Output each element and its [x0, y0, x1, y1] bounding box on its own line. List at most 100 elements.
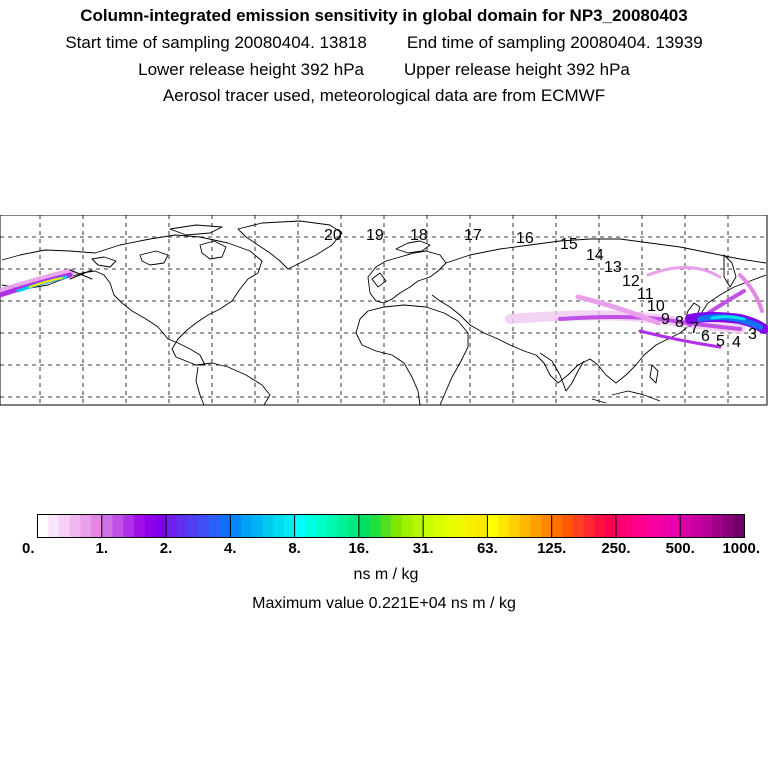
colorbar-tick-label: 4. [224, 540, 237, 557]
trajectory-label: 15 [560, 236, 578, 253]
colorbar-swatch [294, 514, 306, 538]
colorbar-swatch [648, 514, 660, 538]
colorbar-swatch [508, 514, 521, 538]
colorbar-swatch [262, 514, 274, 538]
release-height-line: Lower release height 392 hPa Upper releas… [0, 60, 768, 80]
colorbar-swatch [241, 514, 253, 538]
colorbar-swatch [605, 514, 617, 538]
colorbar-swatch [391, 514, 403, 538]
lower-release-label: Lower release height 392 hPa [138, 60, 364, 79]
colorbar-swatch [326, 514, 338, 538]
colorbar-swatch [305, 514, 317, 538]
start-time-label: Start time of sampling 20080404. 13818 [65, 33, 367, 52]
colorbar-swatch [690, 514, 703, 538]
colorbar-swatch [198, 514, 210, 538]
colorbar-swatch [69, 514, 81, 538]
colorbar-swatch [594, 514, 606, 538]
colorbar-swatch [444, 514, 456, 538]
colorbar-swatch [283, 514, 296, 538]
end-time-label: End time of sampling 20080404. 13939 [406, 33, 703, 52]
colorbar-swatch [433, 514, 446, 538]
colorbar-swatch [573, 514, 585, 538]
colorbar-swatch [626, 514, 638, 538]
colorbar-swatch [123, 514, 135, 538]
colorbar-swatch [530, 514, 542, 538]
colorbar-swatch [80, 514, 92, 538]
colorbar-swatch [58, 514, 71, 538]
trajectory-label: 3 [748, 326, 757, 343]
colorbar-swatch [187, 514, 199, 538]
colorbar-tick-label: 1. [96, 540, 109, 557]
colorbar-units-label: ns m / kg [353, 566, 419, 583]
colorbar-swatch [423, 514, 435, 538]
trajectory-label: 11 [637, 286, 654, 303]
colorbar-swatch [337, 514, 349, 538]
colorbar-tick-label: 2. [160, 540, 173, 557]
colorbar-swatch [219, 514, 231, 538]
colorbar-swatch [176, 514, 188, 538]
colorbar-swatch [498, 514, 510, 538]
colorbar-swatch [487, 514, 499, 538]
colorbar-swatch [401, 514, 413, 538]
colorbar-swatch [615, 514, 628, 538]
colorbar-tick-label: 8. [288, 540, 301, 557]
colorbar-swatch [208, 514, 221, 538]
colorbar-swatch [166, 514, 178, 538]
colorbar-swatch [369, 514, 381, 538]
sensitivity-plume [0, 265, 768, 349]
trajectory-label: 6 [701, 328, 710, 345]
colorbar-tick-label: 16. [348, 540, 369, 557]
trajectory-label: 14 [586, 247, 604, 264]
colorbar-swatch [465, 514, 478, 538]
coastlines [1, 220, 767, 406]
colorbar-tick-label: 125. [537, 540, 566, 557]
colorbar-swatches [37, 514, 745, 538]
trajectory-label: 19 [366, 227, 384, 244]
colorbar-swatch [723, 514, 735, 538]
trajectory-label: 16 [516, 230, 534, 247]
colorbar-swatch [251, 514, 263, 538]
colorbar-swatch [230, 514, 242, 538]
trajectory-label: 8 [675, 314, 684, 331]
maximum-value-label: Maximum value 0.221E+04 ns m / kg [252, 595, 516, 612]
colorbar-tick-labels: 0. 1. 2. 4. 8. 16. 31. 63. 125. 250. 500. 1000. [22, 540, 760, 557]
trajectory-label: 10 [647, 298, 665, 315]
colorbar-swatch [701, 514, 713, 538]
colorbar-swatch [155, 514, 167, 538]
colorbar-swatch [455, 514, 467, 538]
colorbar-tick-label: 1000. [722, 540, 760, 557]
colorbar-swatch [476, 514, 488, 538]
colorbar-swatch [519, 514, 531, 538]
colorbar-swatch [91, 514, 103, 538]
figure-title: Column-integrated emission sensitivity i… [80, 6, 688, 25]
colorbar-swatch [680, 514, 692, 538]
trajectory-label: 13 [604, 259, 622, 276]
colorbar-swatch [380, 514, 392, 538]
trajectory-label: 4 [732, 334, 741, 351]
trajectory-label: 12 [622, 273, 640, 290]
colorbar-swatch [101, 514, 113, 538]
colorbar-swatch [551, 514, 563, 538]
colorbar-swatch [658, 514, 671, 538]
colorbar-swatch [669, 514, 681, 538]
colorbar-swatch [637, 514, 649, 538]
colorbar-tick-label: 500. [666, 540, 695, 557]
colorbar-swatch [733, 514, 745, 538]
colorbar-swatch [112, 514, 124, 538]
trajectory-label: 7 [690, 320, 699, 337]
trajectory-label: 20 [324, 227, 342, 244]
colorbar-swatch [37, 514, 49, 538]
colorbar-swatch [348, 514, 360, 538]
colorbar-swatch [712, 514, 724, 538]
colorbar-tick-label: 250. [601, 540, 630, 557]
trajectory-label: 18 [410, 227, 428, 244]
upper-release-label: Upper release height 392 hPa [404, 60, 630, 79]
colorbar-swatch [358, 514, 371, 538]
colorbar-swatch [583, 514, 596, 538]
colorbar-swatch [316, 514, 328, 538]
tracer-info-line: Aerosol tracer used, meteorological data… [162, 86, 606, 105]
colorbar-tick-label: 0. [22, 540, 35, 557]
colorbar-swatch [133, 514, 146, 538]
